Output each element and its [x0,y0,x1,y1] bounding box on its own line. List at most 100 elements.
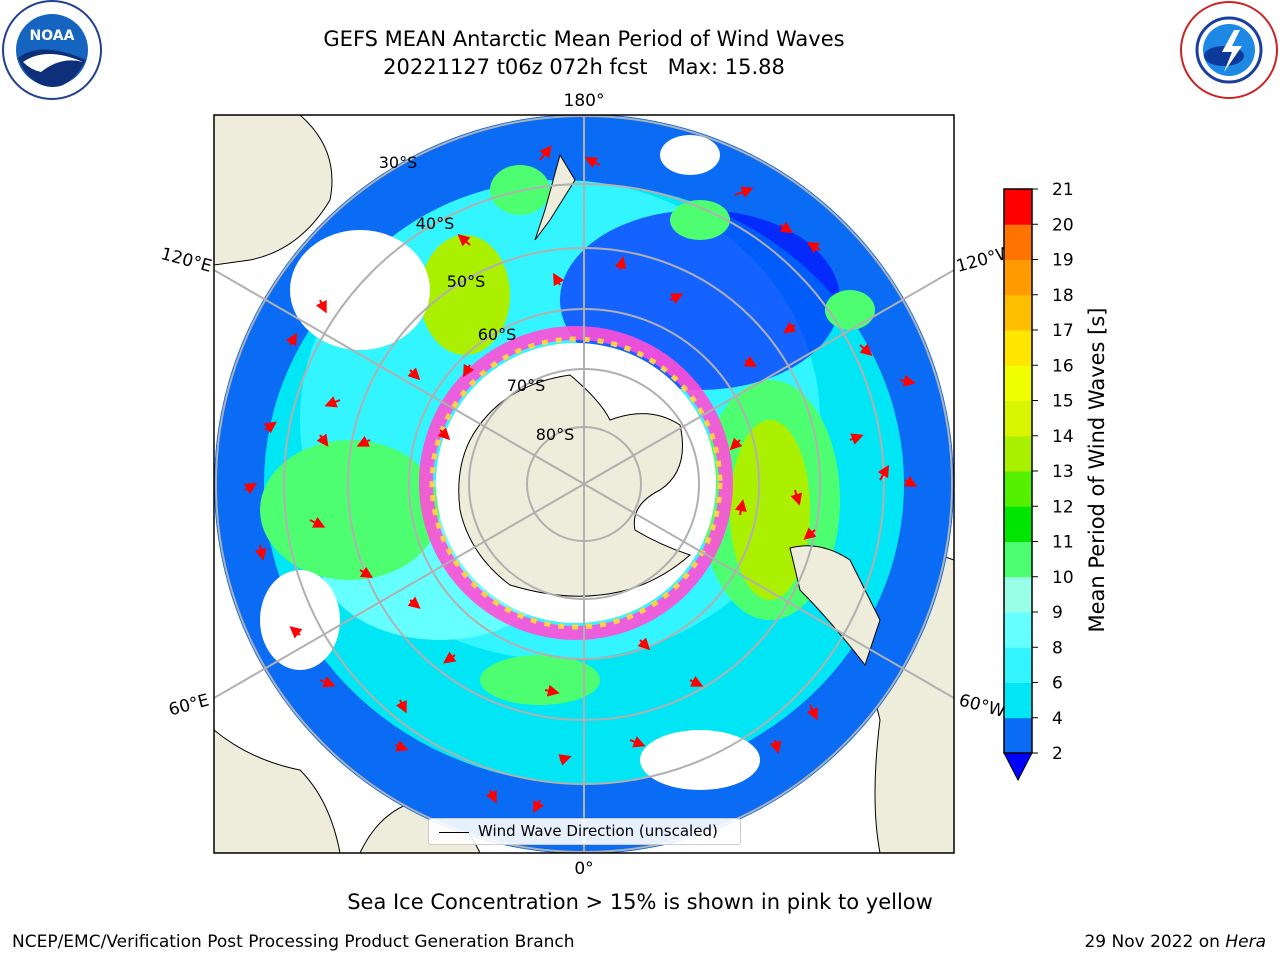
wave-arrow [806,241,821,254]
colorbar-segment [1004,682,1032,719]
map-area [214,115,954,853]
footer-date: 29 Nov 2022 on Hera [1084,932,1266,952]
wave-arrow [877,464,890,481]
colorbar-tick-label: 9 [1052,603,1063,623]
colorbar-tick-label: 17 [1052,321,1074,341]
wave-arrow [629,736,646,748]
footer-producer: NCEP/EMC/Verification Post Processing Pr… [12,932,575,952]
wave-arrow [769,739,782,754]
colorbar-segment [1004,471,1032,507]
colorbar-tick-label: 13 [1052,462,1074,482]
wave-arrow [734,186,754,198]
lon-label-60e: 60°E [167,691,212,721]
wave-arrow [743,355,758,367]
colorbar-segment [1004,294,1032,331]
lat-label-70s: 70°S [507,376,546,395]
wave-arrow [903,475,918,487]
wave-arrow [553,272,565,287]
wave-arrow [437,427,451,441]
chart-title: GEFS MEAN Antarctic Mean Period of Wind … [323,27,845,51]
nws-logo-icon [1180,1,1278,99]
lat-label-60s: 60°S [478,325,517,344]
colorbar: 2 4 6 8 9 10 11 12 13 14 15 16 17 18 19 20 21 [1003,180,1074,782]
lon-label-0: 0° [574,859,593,879]
wave-arrow [558,754,572,766]
colorbar-tick-label: 21 [1052,180,1074,200]
graticule [214,115,954,853]
lon-label-120e: 120°E [159,244,214,277]
wave-arrow [779,221,794,234]
wave-arrow [407,596,421,609]
colorbar-tick-label: 16 [1052,356,1074,376]
wave-arrow [539,145,552,161]
wave-direction-arrows [243,145,918,814]
colorbar-tick-label: 18 [1052,286,1074,306]
colorbar-tick-label: 14 [1052,427,1074,447]
wave-arrow [806,704,818,721]
wave-arrow [356,435,371,447]
lat-label-30s: 30°S [379,153,418,172]
footer-date-text: 29 Nov 2022 on [1084,932,1226,952]
wave-arrow [783,321,797,334]
wave-arrow [315,299,327,314]
colorbar-tick-label: 8 [1052,638,1063,658]
noaa-logo-icon: NOAA [2,0,102,100]
lat-label-50s: 50°S [447,272,486,291]
svg-text:NOAA: NOAA [30,28,75,44]
colorbar-segment [1004,717,1032,754]
wave-arrow [849,433,864,445]
colorbar-tick-label: 19 [1052,251,1074,271]
wave-arrow [263,421,277,434]
chart-subtitle: 20221127 t06z 072h fcst Max: 15.88 [383,55,785,79]
wave-arrow [669,293,684,305]
colorbar-tick-label: 2 [1052,744,1063,764]
wave-arrow [359,566,374,579]
wave-arrow [285,332,297,347]
colorbar-segment [1004,612,1032,648]
wave-arrow [485,789,497,804]
colorbar-segment [1004,330,1032,366]
wave-arrow [790,489,803,506]
wave-arrow [407,367,421,381]
lon-label-180: 180° [564,91,605,111]
wave-arrow [689,675,704,687]
wave-arrow [614,256,627,271]
wave-arrow [443,651,457,664]
legend-label: Wind Wave Direction (unscaled) [478,822,718,840]
colorbar-segment [1004,647,1032,683]
lat-label-40s: 40°S [416,214,455,233]
colorbar-segment [1004,506,1032,542]
wave-arrow [637,637,651,651]
colorbar-tick-label: 11 [1052,533,1074,553]
wave-arrow [544,684,560,697]
colorbar-segment [1004,400,1032,437]
lat-label-80s: 80°S [536,425,575,444]
colorbar-label: Mean Period of Wind Waves [s] [1085,307,1109,633]
wave-arrow [803,527,817,540]
colorbar-segment [1004,259,1032,296]
antarctica-land [458,374,691,597]
colorbar-tick-label: 15 [1052,392,1074,412]
wave-arrow [254,544,267,561]
colorbar-segment [1004,576,1032,613]
lon-label-60w: 60°W [957,691,1008,723]
legend: Wind Wave Direction (unscaled) [428,818,741,845]
wave-arrow [319,676,336,688]
colorbar-segment [1004,435,1032,472]
wave-arrow [457,234,471,247]
colorbar-tick-label: 10 [1052,568,1074,588]
wave-arrow [859,343,873,356]
wave-arrow [243,483,258,495]
colorbar-tick-label: 6 [1052,674,1063,694]
wave-arrow [533,799,545,814]
wave-arrow [394,740,409,752]
sea-ice-caption: Sea Ice Concentration > 15% is shown in … [347,890,933,914]
colorbar-segment [1004,224,1032,260]
wave-arrow [395,699,407,714]
colorbar-segment [1004,189,1032,225]
colorbar-extend-arrow [1003,752,1033,782]
wave-arrow [729,437,743,451]
footer-host: Hera [1225,932,1266,952]
colorbar-tick-label: 4 [1052,709,1063,729]
wave-arrow [584,157,601,169]
